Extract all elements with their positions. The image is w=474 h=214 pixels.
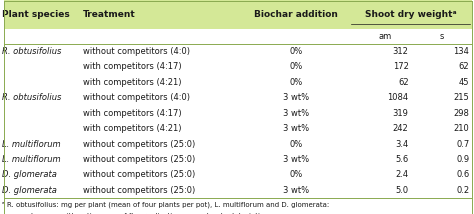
Text: 319: 319: [393, 109, 409, 118]
Text: without competitors (25:0): without competitors (25:0): [83, 140, 195, 149]
Text: 0.9: 0.9: [456, 155, 469, 164]
Text: 1084: 1084: [387, 93, 409, 102]
Text: 3 wt%: 3 wt%: [283, 93, 310, 102]
Text: 62: 62: [398, 78, 409, 87]
Text: without competitors (4:0): without competitors (4:0): [83, 93, 190, 102]
Text: D. glomerata: D. glomerata: [2, 186, 57, 195]
Text: 0%: 0%: [290, 62, 303, 71]
Text: 5.6: 5.6: [395, 155, 409, 164]
Text: Shoot dry weightᵃ: Shoot dry weightᵃ: [365, 10, 456, 19]
Text: 298: 298: [454, 109, 469, 118]
Text: 134: 134: [454, 47, 469, 56]
Text: Plant species: Plant species: [2, 10, 70, 19]
Text: am: am: [379, 32, 392, 41]
Text: 3 wt%: 3 wt%: [283, 186, 310, 195]
Text: Treatment: Treatment: [83, 10, 136, 19]
Text: L. multiflorum: L. multiflorum: [2, 140, 61, 149]
Text: R. obtusifolius: R. obtusifolius: [2, 93, 62, 102]
Text: 3.4: 3.4: [395, 140, 409, 149]
Text: without competitors (25:0): without competitors (25:0): [83, 155, 195, 164]
Bar: [4, 44, 472, 198]
Text: with competitors (4:21): with competitors (4:21): [83, 78, 182, 87]
Text: L. multiflorum: L. multiflorum: [2, 155, 61, 164]
Text: 0%: 0%: [290, 140, 303, 149]
Text: 172: 172: [393, 62, 409, 71]
Text: 0%: 0%: [290, 170, 303, 179]
Text: 3 wt%: 3 wt%: [283, 109, 310, 118]
Text: 3 wt%: 3 wt%: [283, 124, 310, 133]
Text: 215: 215: [454, 93, 469, 102]
Text: with competitors (4:17): with competitors (4:17): [83, 62, 182, 71]
Text: 312: 312: [393, 47, 409, 56]
Text: Biochar addition: Biochar addition: [255, 10, 338, 19]
Bar: [4, 0, 472, 29]
Text: 2.4: 2.4: [395, 170, 409, 179]
Text: 242: 242: [393, 124, 409, 133]
Text: 0%: 0%: [290, 47, 303, 56]
Text: 210: 210: [454, 124, 469, 133]
Text: 5.0: 5.0: [395, 186, 409, 195]
Text: 62: 62: [459, 62, 469, 71]
Text: D. glomerata: D. glomerata: [2, 170, 57, 179]
Text: s: s: [440, 32, 444, 41]
Text: with competitors (4:21): with competitors (4:21): [83, 124, 182, 133]
Text: without competitors (25:0): without competitors (25:0): [83, 170, 195, 179]
Text: 0%: 0%: [290, 78, 303, 87]
Text: 45: 45: [459, 78, 469, 87]
Text: 0.7: 0.7: [456, 140, 469, 149]
Text: without competitors (4:0): without competitors (4:0): [83, 47, 190, 56]
Text: R. obtusifolius: R. obtusifolius: [2, 47, 62, 56]
Text: 0.6: 0.6: [456, 170, 469, 179]
Text: 0.2: 0.2: [456, 186, 469, 195]
Text: without competitors (25:0): without competitors (25:0): [83, 186, 195, 195]
Text: 3 wt%: 3 wt%: [283, 155, 310, 164]
Text: with competitors (4:17): with competitors (4:17): [83, 109, 182, 118]
Text: g per pot, am = arithmetic mean of five replications, s = standard deviation: g per pot, am = arithmetic mean of five …: [2, 213, 269, 214]
Text: ᵃ R. obtusifolius: mg per plant (mean of four plants per pot), L. multiflorum an: ᵃ R. obtusifolius: mg per plant (mean of…: [2, 202, 329, 208]
